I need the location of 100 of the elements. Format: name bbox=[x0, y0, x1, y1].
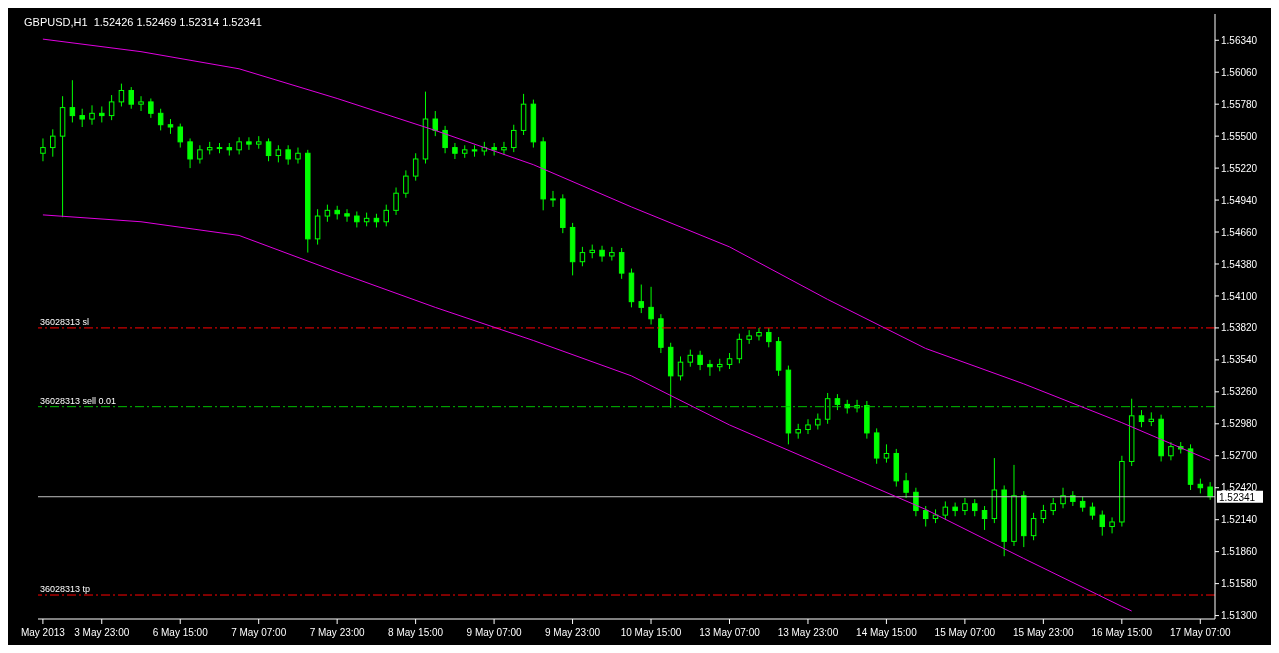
y-tick-label: 1.52140 bbox=[1221, 514, 1258, 526]
candlestick bbox=[50, 128, 56, 158]
ref-line-label: 36028313 sell 0.01 bbox=[40, 395, 117, 406]
candlestick bbox=[1030, 512, 1037, 541]
x-tick-label: 15 May 07:00 bbox=[934, 627, 996, 638]
y-tick-label: 1.54940 bbox=[1221, 194, 1258, 206]
candlestick bbox=[265, 137, 272, 162]
line-series bbox=[42, 38, 1211, 461]
candlestick bbox=[403, 169, 409, 199]
x-tick-label: 7 May 23:00 bbox=[309, 627, 366, 638]
candlestick bbox=[197, 144, 203, 165]
candlestick bbox=[393, 187, 399, 216]
candlestick bbox=[412, 152, 419, 182]
candlestick bbox=[579, 246, 586, 267]
candlestick bbox=[157, 108, 164, 131]
x-tick-label: 17 May 07:00 bbox=[1169, 627, 1232, 638]
candlestick bbox=[511, 124, 517, 153]
candlestick bbox=[452, 142, 458, 160]
candlestick bbox=[962, 497, 968, 516]
candlestick bbox=[501, 141, 507, 155]
candlestick bbox=[883, 443, 890, 464]
candlestick bbox=[314, 208, 321, 246]
candlestick bbox=[766, 327, 772, 348]
candlestick bbox=[756, 327, 762, 341]
candlestick bbox=[69, 79, 76, 123]
candlestick bbox=[128, 86, 134, 110]
ref-line-label: 36028313 tp bbox=[40, 584, 91, 595]
candlestick bbox=[903, 472, 909, 499]
y-tick-label: 1.53540 bbox=[1221, 354, 1258, 366]
candlestick bbox=[805, 418, 811, 435]
candlestick bbox=[618, 247, 625, 280]
y-tick-label: 1.54100 bbox=[1221, 290, 1258, 302]
x-tick-label: 14 May 15:00 bbox=[856, 627, 918, 638]
candlestick bbox=[952, 502, 958, 517]
y-tick-label: 1.53260 bbox=[1221, 386, 1258, 398]
candlestick bbox=[550, 190, 556, 208]
candlestick bbox=[138, 95, 144, 112]
candlestick bbox=[942, 500, 949, 521]
y-tick-label: 1.51860 bbox=[1221, 546, 1258, 558]
y-tick-label: 1.52420 bbox=[1221, 482, 1258, 494]
chart-title: GBPUSD,H1 1.52426 1.52469 1.52314 1.52341 bbox=[24, 16, 262, 28]
x-tick-label: 9 May 07:00 bbox=[466, 627, 523, 638]
y-tick-label: 1.54380 bbox=[1221, 258, 1258, 270]
x-tick-label: 9 May 23:00 bbox=[545, 627, 601, 638]
x-tick-label: 13 May 07:00 bbox=[699, 627, 761, 638]
y-tick-label: 1.53820 bbox=[1221, 322, 1258, 334]
candlestick bbox=[40, 137, 46, 162]
candlestick bbox=[383, 204, 389, 227]
y-tick-label: 1.54660 bbox=[1221, 226, 1258, 238]
candlestick bbox=[344, 208, 350, 223]
candlestick bbox=[1060, 487, 1066, 509]
candlestick bbox=[707, 359, 713, 377]
candlestick bbox=[677, 355, 684, 381]
x-tick-label: 13 May 23:00 bbox=[777, 627, 839, 638]
candlestick bbox=[922, 505, 929, 528]
y-tick-label: 1.56060 bbox=[1221, 66, 1258, 78]
candlestick bbox=[491, 142, 497, 157]
x-tick-label: May 2013 bbox=[20, 627, 66, 638]
y-tick-label: 1.55220 bbox=[1221, 162, 1258, 174]
y-tick-label: 1.51580 bbox=[1221, 578, 1258, 590]
candlestick bbox=[697, 350, 703, 371]
ref-line-label: 1.52341 bbox=[1219, 491, 1256, 503]
line-series bbox=[42, 214, 1133, 612]
x-tick-label: 8 May 15:00 bbox=[388, 627, 444, 638]
candlestick bbox=[1040, 504, 1047, 524]
candlestick bbox=[442, 125, 448, 154]
candlestick bbox=[187, 137, 193, 169]
candlestick bbox=[736, 333, 743, 364]
candlestick bbox=[599, 245, 605, 263]
candlestick bbox=[148, 97, 154, 119]
candlestick bbox=[118, 83, 125, 107]
candlestick bbox=[824, 392, 831, 425]
y-tick-label: 1.55500 bbox=[1221, 130, 1258, 142]
candlestick bbox=[79, 108, 85, 128]
x-tick-label: 3 May 23:00 bbox=[74, 627, 130, 638]
candlestick bbox=[638, 284, 645, 314]
candlestick bbox=[1099, 510, 1106, 537]
x-tick-label: 7 May 07:00 bbox=[231, 627, 287, 638]
candlestick bbox=[108, 94, 115, 121]
candlestick bbox=[177, 123, 184, 149]
candlestick bbox=[1168, 441, 1174, 461]
x-tick-label: 10 May 15:00 bbox=[620, 627, 682, 638]
y-tick-label: 1.51300 bbox=[1221, 610, 1258, 622]
candlestick bbox=[89, 104, 95, 126]
x-tick-label: 15 May 23:00 bbox=[1013, 627, 1075, 638]
y-tick-label: 1.56340 bbox=[1221, 34, 1258, 46]
candlestick bbox=[648, 286, 654, 325]
candlestick bbox=[432, 110, 439, 137]
candlestick bbox=[981, 505, 988, 531]
x-tick-label: 16 May 15:00 bbox=[1091, 627, 1153, 638]
x-tick-label: 6 May 15:00 bbox=[152, 627, 209, 638]
candlestick bbox=[246, 136, 252, 151]
candlestick bbox=[295, 147, 301, 165]
y-tick-label: 1.52980 bbox=[1221, 418, 1258, 430]
y-tick-label: 1.52700 bbox=[1221, 450, 1258, 462]
ref-line-label: 36028313 sl bbox=[40, 316, 90, 327]
candlestick bbox=[1109, 516, 1115, 534]
y-tick-label: 1.55780 bbox=[1221, 98, 1258, 110]
candlestick bbox=[285, 144, 291, 166]
candlestick bbox=[236, 136, 242, 155]
